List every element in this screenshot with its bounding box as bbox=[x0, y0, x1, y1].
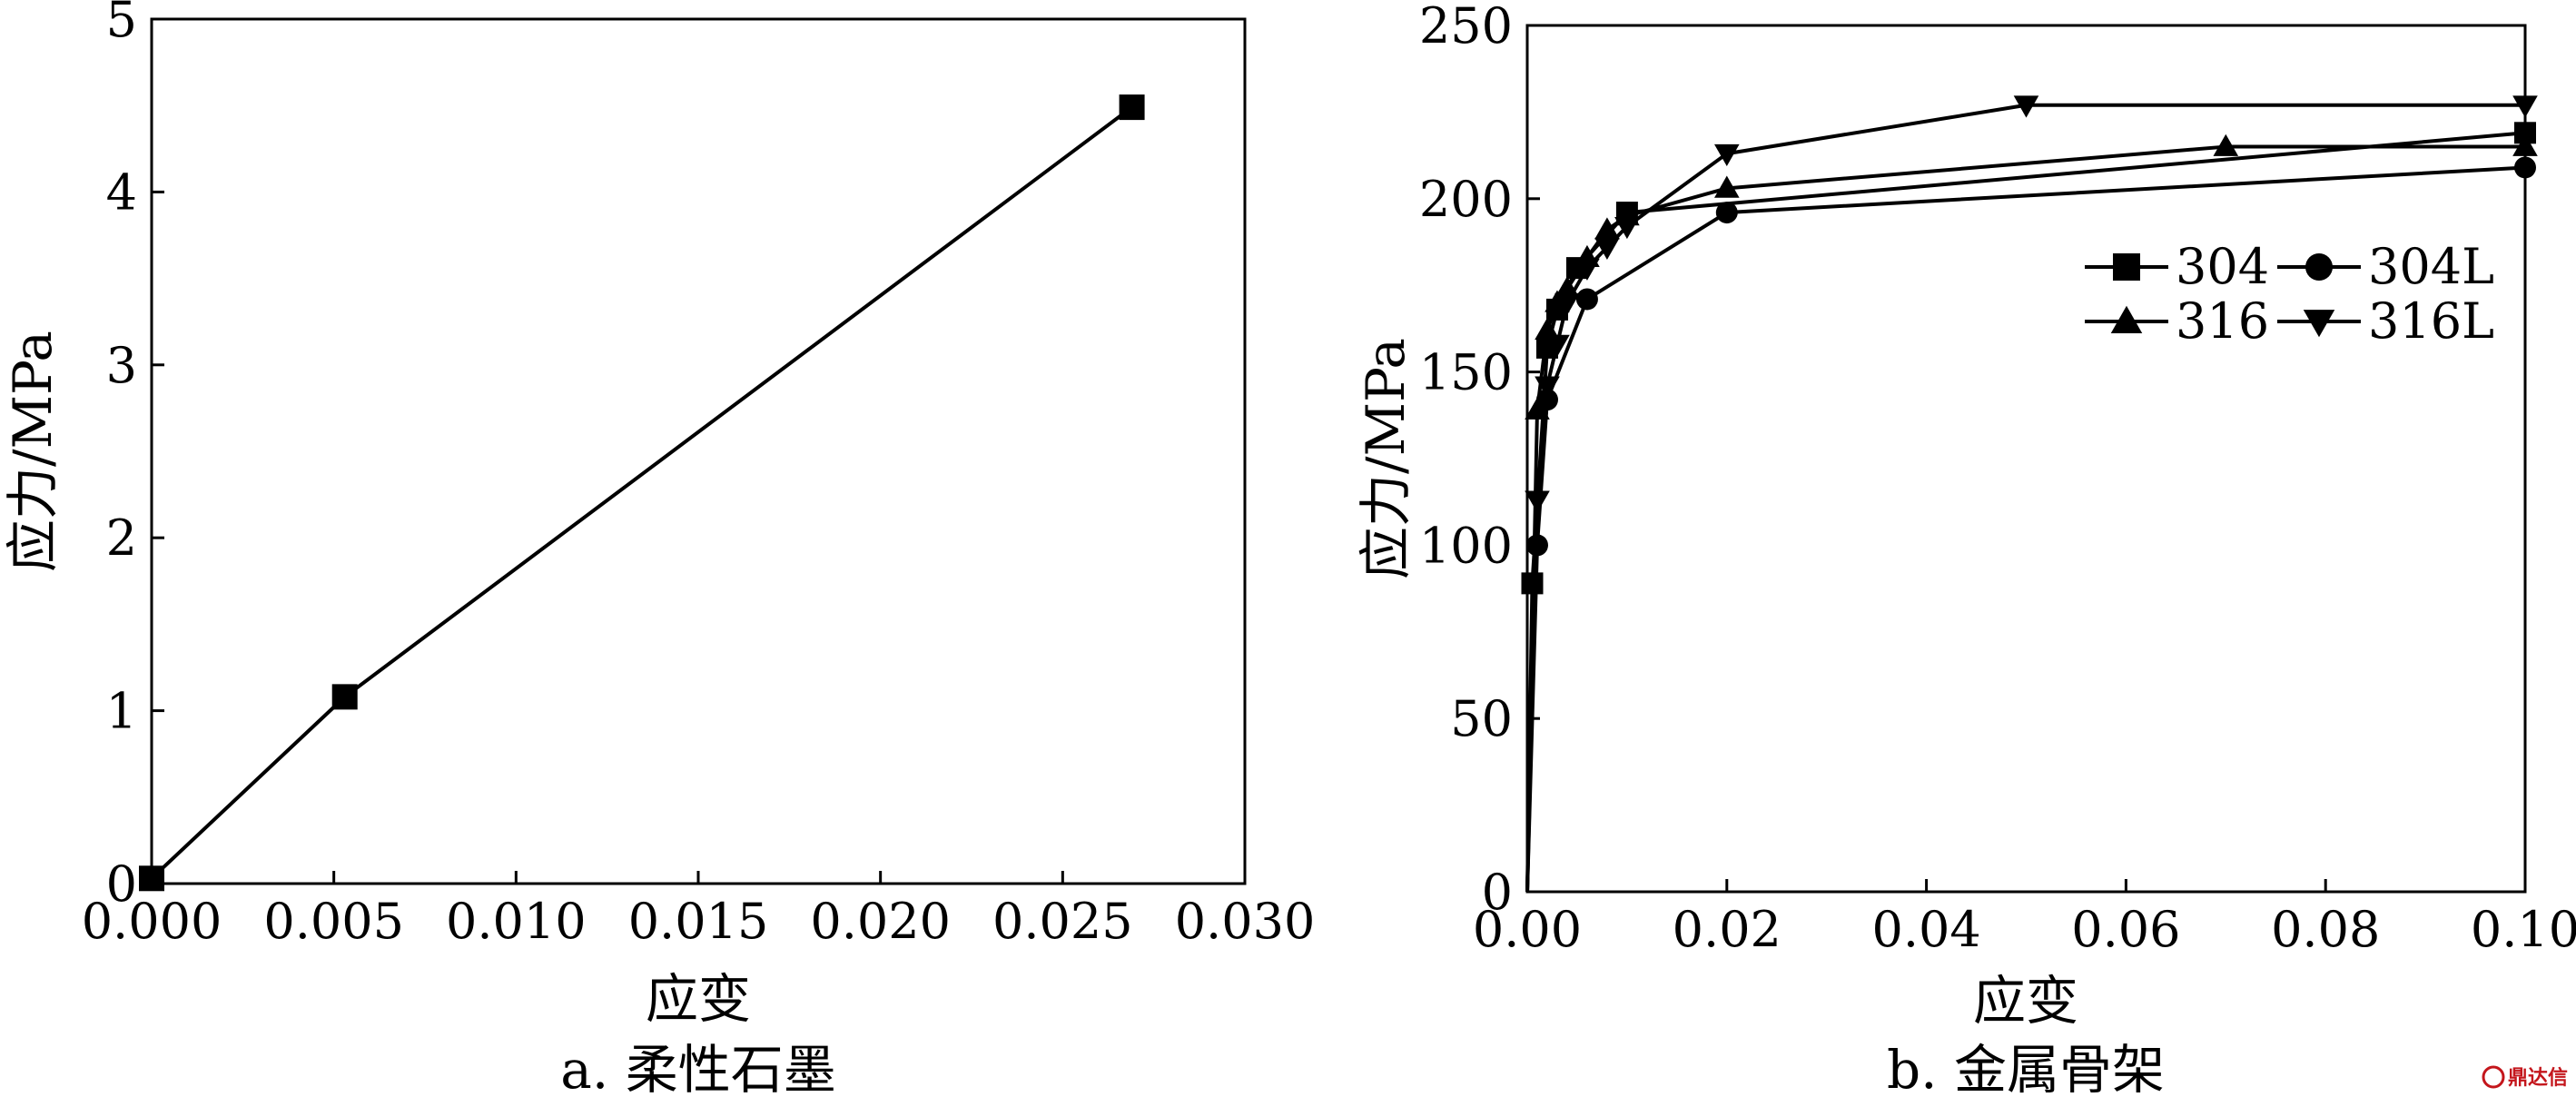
y-tick-label: 200 bbox=[1419, 171, 1513, 228]
chart-a-plot-frame bbox=[150, 17, 1247, 885]
chart-b-series bbox=[1521, 95, 2538, 893]
chart-a-x-axis-title: 应变 bbox=[646, 968, 751, 1030]
y-tick-label: 3 bbox=[106, 337, 137, 394]
chart-b-ticks: 0.00 0.02 0.04 0.06 0.08 0.10 0 50 100 150 200 250 bbox=[1419, 0, 2576, 958]
data-point bbox=[139, 865, 164, 892]
y-tick-label: 1 bbox=[106, 683, 137, 740]
x-tick-label: 0.015 bbox=[628, 893, 769, 950]
data-point-304L bbox=[1715, 202, 1738, 224]
x-tick-label: 0.00 bbox=[1473, 901, 1582, 958]
y-tick-label: 4 bbox=[106, 163, 137, 221]
y-tick-label: 150 bbox=[1419, 344, 1513, 401]
data-point-316 bbox=[2512, 133, 2538, 156]
data-point-316L bbox=[1714, 143, 1740, 166]
legend-marker-304 bbox=[2113, 253, 2140, 281]
y-tick-label: 250 bbox=[1419, 0, 1513, 54]
data-point-316L bbox=[1574, 258, 1600, 281]
chart-b-y-axis-title: 应力/MPa bbox=[1355, 338, 1416, 579]
data-point-316 bbox=[1594, 217, 1620, 240]
y-tick-label: 0 bbox=[106, 855, 137, 913]
x-tick-label: 0.030 bbox=[1175, 893, 1316, 950]
data-point-316L bbox=[1545, 334, 1570, 357]
data-point-316L bbox=[1554, 292, 1580, 316]
data-point-316L bbox=[1525, 490, 1550, 513]
chart-b-legend: 304 304L 316 316L bbox=[2085, 238, 2494, 350]
x-tick-label: 0.02 bbox=[1673, 901, 1781, 958]
y-tick-label: 5 bbox=[106, 0, 137, 48]
legend-label-316: 316 bbox=[2176, 292, 2269, 350]
series-line-316L bbox=[1525, 103, 2525, 893]
x-tick-label: 0.005 bbox=[263, 893, 404, 950]
data-point-304L bbox=[1575, 288, 1598, 311]
data-point-316L bbox=[2013, 95, 2039, 118]
x-tick-label: 0.020 bbox=[810, 893, 951, 950]
x-tick-label: 0.010 bbox=[446, 893, 587, 950]
legend-label-304L: 304L bbox=[2368, 238, 2494, 295]
chart-a: 0.000 0.005 0.010 0.015 0.020 0.025 0.030 0 1 2 3 4… bbox=[2, 0, 1315, 1097]
legend-label-316L: 316L bbox=[2368, 292, 2494, 350]
x-tick-label: 0.08 bbox=[2271, 901, 2380, 958]
watermark-logo-text: 鼎达信 bbox=[2508, 1066, 2568, 1090]
data-point-316 bbox=[2213, 133, 2239, 156]
data-point-304L bbox=[2514, 156, 2536, 179]
data-point-316L bbox=[2512, 95, 2538, 118]
legend-marker-316 bbox=[2110, 305, 2143, 333]
watermark-logo-icon bbox=[2482, 1065, 2505, 1089]
data-point-316L bbox=[1614, 216, 1640, 240]
x-tick-label: 0.025 bbox=[992, 893, 1133, 950]
data-point-316L bbox=[1535, 376, 1560, 399]
chart-b-caption: b. 金属骨架 bbox=[1887, 1039, 2165, 1097]
data-point bbox=[1119, 94, 1145, 121]
legend-marker-316L bbox=[2303, 310, 2335, 338]
y-tick-label: 2 bbox=[106, 509, 137, 567]
data-point-316 bbox=[1535, 318, 1560, 341]
chart-b: 0.00 0.02 0.04 0.06 0.08 0.10050100150200250 … bbox=[1355, 0, 2576, 1097]
chart-b-x-axis-title: 应变 bbox=[1973, 970, 2078, 1032]
data-point bbox=[331, 684, 358, 710]
x-tick-label: 0.10 bbox=[2471, 901, 2576, 958]
chart-a-ticks: 0.000 0.005 0.010 0.015 0.020 0.025 0.030 0 1 2 3 4… bbox=[82, 0, 1316, 950]
watermark-logo: 鼎达信 bbox=[2482, 1065, 2568, 1090]
series-line bbox=[150, 105, 1133, 880]
y-tick-label: 0 bbox=[1482, 864, 1513, 921]
chart-b-plot-frame bbox=[1525, 24, 2527, 894]
chart-a-y-axis-title: 应力/MPa bbox=[2, 331, 64, 572]
chart-a-caption: a. 柔性石墨 bbox=[560, 1039, 835, 1097]
x-tick-label: 0.000 bbox=[82, 893, 222, 950]
legend-marker-304L bbox=[2305, 253, 2333, 281]
y-tick-label: 100 bbox=[1419, 517, 1513, 574]
x-tick-label: 0.04 bbox=[1871, 901, 1980, 958]
chart-a-series bbox=[139, 94, 1145, 892]
legend-label-304: 304 bbox=[2176, 238, 2269, 295]
y-tick-label: 50 bbox=[1450, 690, 1513, 747]
data-point-316 bbox=[1714, 175, 1740, 198]
data-point-316L bbox=[1594, 237, 1620, 261]
x-tick-label: 0.06 bbox=[2071, 901, 2180, 958]
